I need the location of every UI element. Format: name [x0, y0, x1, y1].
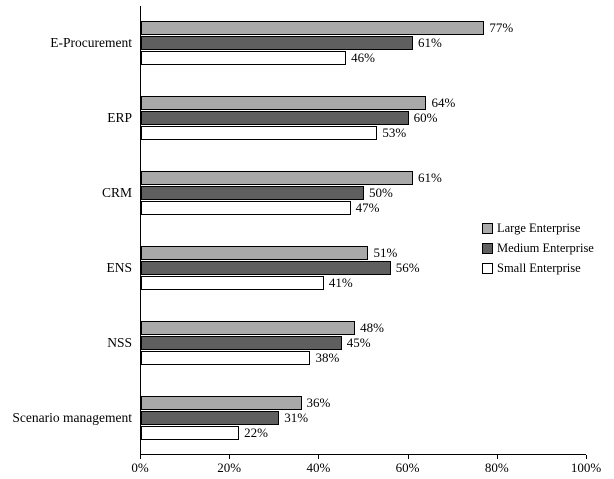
- legend-label: Small Enterprise: [497, 261, 581, 275]
- legend-item: Medium Enterprise: [482, 241, 594, 256]
- bar-value-label: 47%: [355, 200, 380, 216]
- bar-row: 45%: [141, 335, 587, 350]
- bar-value-label: 31%: [284, 409, 309, 425]
- bar-value-label: 36%: [306, 394, 331, 410]
- bar: [141, 395, 302, 410]
- bar-group: 36% 31% 22%: [141, 395, 587, 440]
- legend-item: Large Enterprise: [482, 221, 594, 236]
- bar-row: 41%: [141, 275, 587, 290]
- bar: [141, 201, 351, 216]
- category-label: ERP: [107, 110, 132, 126]
- legend-label: Medium Enterprise: [497, 241, 594, 255]
- bar-value-label: 50%: [369, 185, 393, 201]
- bar-value-label: 61%: [418, 170, 442, 186]
- bar-value-label: 77%: [489, 20, 514, 36]
- x-tick-label: 80%: [484, 460, 509, 475]
- bar: [141, 245, 369, 260]
- bar-value-label: 46%: [351, 50, 375, 66]
- x-tick-label: 0%: [131, 460, 149, 475]
- bar-row: 60%: [141, 111, 587, 126]
- x-axis-line: [140, 454, 586, 455]
- x-tick-label: 40%: [306, 460, 331, 475]
- bar: [141, 96, 427, 111]
- x-tick-mark: [229, 455, 231, 459]
- bar-value-label: 61%: [418, 35, 442, 51]
- category-label: Scenario management: [12, 409, 132, 425]
- category-label: NSS: [107, 334, 132, 350]
- bar-value-label: 64%: [431, 95, 456, 111]
- legend-label: Large Enterprise: [497, 221, 581, 235]
- bar-row: 47%: [141, 201, 587, 216]
- bar-row: 36%: [141, 395, 587, 410]
- bar-row: 38%: [141, 350, 587, 365]
- bar: [141, 21, 485, 36]
- bar-group: 51% 56% 41%: [141, 245, 587, 290]
- bar-value-label: 48%: [360, 319, 384, 335]
- legend: Large Enterprise Medium Enterprise Small E…: [482, 221, 594, 281]
- bar-row: 56%: [141, 260, 587, 275]
- plot-area: 77% 61% 46% 64% 60% 53% 61% 50% 47% 51% 56% 41% 48% 4…: [140, 6, 586, 455]
- bar: [141, 260, 391, 275]
- bar: [141, 320, 356, 335]
- category-label: ENS: [106, 259, 132, 275]
- bar: [141, 275, 324, 290]
- bar-value-label: 38%: [315, 349, 340, 365]
- bar-value-label: 22%: [244, 424, 268, 440]
- y-axis-line: [140, 6, 141, 455]
- bar-row: 46%: [141, 51, 587, 66]
- x-tick-mark: [496, 455, 498, 459]
- category-label: E-Procurement: [50, 35, 132, 51]
- bar: [141, 111, 409, 126]
- bar: [141, 51, 347, 66]
- bar-row: 48%: [141, 320, 587, 335]
- bar-row: 51%: [141, 245, 587, 260]
- bar-row: 77%: [141, 21, 587, 36]
- bar-row: 61%: [141, 171, 587, 186]
- bar-row: 53%: [141, 126, 587, 141]
- x-tick-mark: [140, 455, 141, 459]
- bar: [141, 126, 378, 141]
- bar-row: 50%: [141, 186, 587, 201]
- bar-group: 77% 61% 46%: [141, 21, 587, 66]
- bar-group: 61% 50% 47%: [141, 171, 587, 216]
- bar: [141, 171, 414, 186]
- bar: [141, 410, 280, 425]
- bar-group: 48% 45% 38%: [141, 320, 587, 365]
- x-tick-label: 100%: [570, 460, 602, 475]
- category-label: CRM: [101, 185, 132, 201]
- x-tick-label: 20%: [217, 460, 242, 475]
- bar-row: 61%: [141, 36, 587, 51]
- bar-value-label: 60%: [413, 110, 438, 126]
- legend-swatch: [482, 263, 493, 274]
- legend-swatch: [482, 223, 493, 234]
- bar-row: 64%: [141, 96, 587, 111]
- bar: [141, 350, 311, 365]
- bar: [141, 186, 364, 201]
- bar-value-label: 51%: [373, 244, 398, 260]
- bar: [141, 36, 414, 51]
- legend-swatch: [482, 243, 493, 254]
- bar-value-label: 56%: [395, 259, 420, 275]
- x-tick-mark: [407, 455, 409, 459]
- bar: [141, 425, 240, 440]
- bar-group: 64% 60% 53%: [141, 96, 587, 141]
- legend-item: Small Enterprise: [482, 261, 594, 276]
- x-tick-label: 60%: [395, 460, 420, 475]
- bar-value-label: 53%: [382, 125, 407, 141]
- bar-row: 22%: [141, 425, 587, 440]
- bar: [141, 335, 342, 350]
- bar-value-label: 41%: [328, 274, 353, 290]
- bar-row: 31%: [141, 410, 587, 425]
- bar-value-label: 45%: [346, 334, 371, 350]
- x-tick-mark: [318, 455, 320, 459]
- x-tick-mark: [586, 455, 587, 459]
